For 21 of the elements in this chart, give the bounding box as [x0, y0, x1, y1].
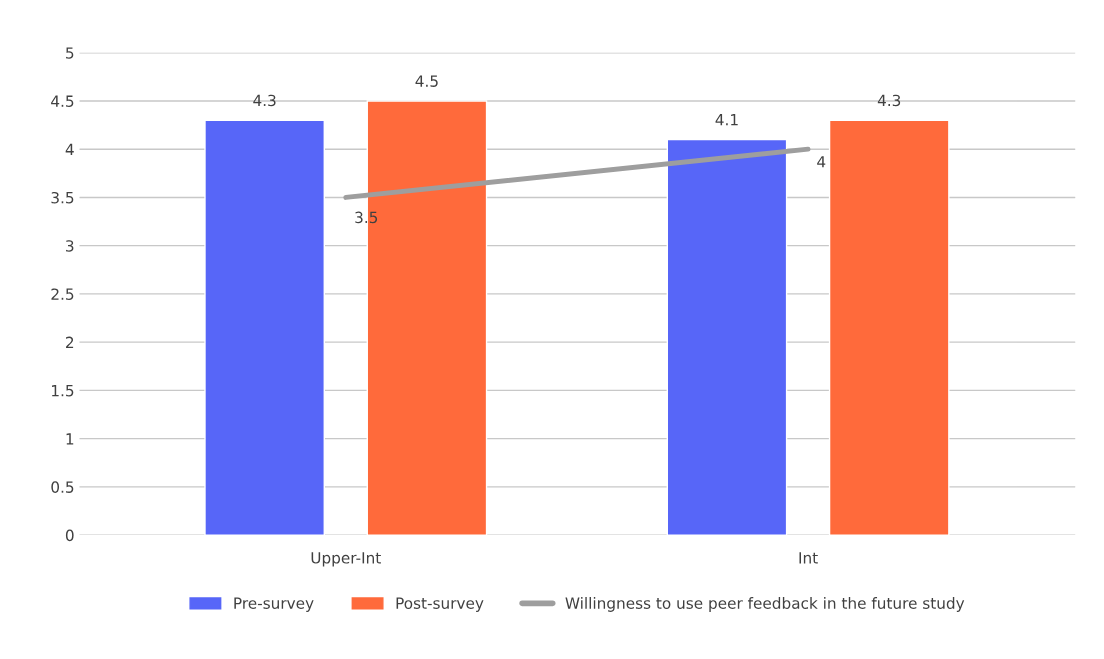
- data-label: 4: [817, 156, 826, 168]
- y-tick-label: 2.5: [51, 288, 74, 300]
- legend-label: Pre-survey: [234, 597, 314, 612]
- data-label: 4.5: [415, 75, 438, 87]
- x-tick-label: Int: [799, 552, 818, 564]
- legend-label: Post-survey: [396, 597, 484, 612]
- data-label: 4.1: [715, 114, 738, 126]
- y-tick-label: 5: [66, 47, 74, 59]
- y-tick-label: 0: [65, 529, 74, 542]
- y-tick-label: 4: [65, 143, 74, 155]
- y-tick-label: 4.5: [51, 95, 74, 107]
- y-tick-label: 3: [66, 240, 74, 252]
- x-tick-label: Upper-Int: [311, 552, 381, 567]
- data-label: 4.3: [877, 94, 901, 107]
- y-tick-label: 2: [66, 336, 74, 348]
- y-tick-label: 1: [66, 433, 74, 445]
- data-label: 4.3: [253, 94, 276, 107]
- y-tick-label: 0.5: [51, 481, 74, 493]
- y-tick-label: 1.5: [52, 385, 74, 397]
- y-tick-label: 3.5: [51, 191, 74, 204]
- legend-label: Willingness to use peer feedback in the future study: [565, 597, 965, 612]
